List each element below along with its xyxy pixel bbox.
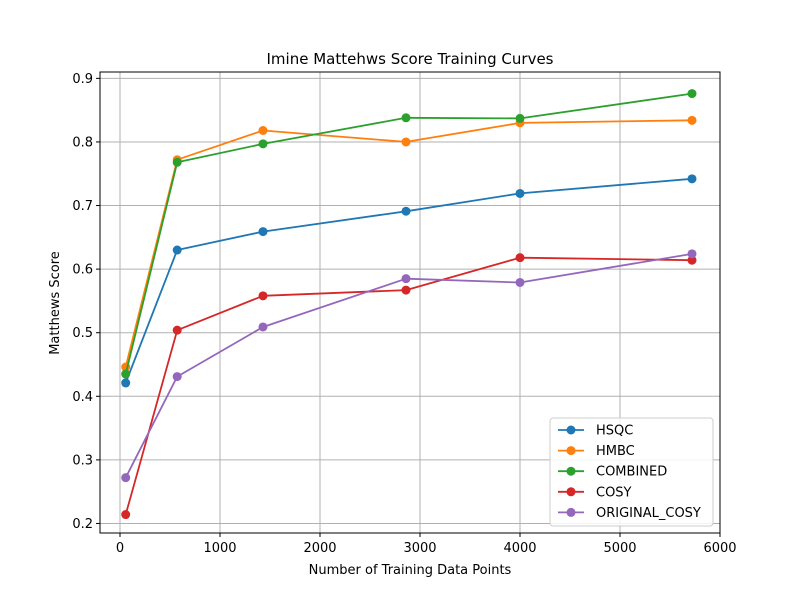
data-point-original-cosy xyxy=(121,473,131,483)
data-point-original-cosy xyxy=(258,322,268,332)
y-axis-label: Matthews Score xyxy=(48,251,63,355)
series-combined xyxy=(121,89,697,379)
data-point-combined xyxy=(687,89,697,99)
data-point-original-cosy xyxy=(687,249,697,259)
x-tick-label: 0 xyxy=(116,541,124,556)
data-point-cosy xyxy=(121,510,131,520)
x-tick-label: 2000 xyxy=(303,541,336,556)
legend-marker xyxy=(566,425,576,435)
series-line-original-cosy xyxy=(124,253,693,479)
series-line-cosy xyxy=(124,256,693,515)
data-point-hsqc xyxy=(515,188,525,198)
legend-item-original-cosy: ORIGINAL_COSY xyxy=(558,506,701,521)
y-axis-ticks: 0.2 0.3 0.4 0.5 0.6 0.7 0.8 0.9 xyxy=(72,72,100,532)
data-point-cosy xyxy=(515,253,525,263)
series-cosy xyxy=(121,253,697,520)
data-point-combined xyxy=(121,369,131,379)
legend-marker xyxy=(566,466,576,476)
plot-frame xyxy=(99,71,721,534)
data-point-cosy xyxy=(401,285,411,295)
legend-frame xyxy=(549,417,714,527)
legend-marker xyxy=(566,507,576,517)
data-point-hsqc xyxy=(121,378,131,388)
series-original-cosy xyxy=(121,249,697,483)
data-point-original-cosy xyxy=(401,274,411,284)
data-point-combined xyxy=(515,113,525,123)
legend-marker xyxy=(566,446,576,456)
x-tick-label: 6000 xyxy=(703,541,736,556)
data-point-combined xyxy=(258,139,268,149)
data-point-hsqc xyxy=(258,227,268,237)
series-line-combined xyxy=(124,92,693,375)
legend-item-hsqc: HSQC xyxy=(558,424,633,439)
y-tick-label: 0.7 xyxy=(72,199,93,214)
series-group xyxy=(121,89,697,520)
data-point-hsqc xyxy=(172,245,182,255)
data-point-hsqc xyxy=(401,206,411,216)
data-point-combined xyxy=(401,113,411,123)
legend-label: HSQC xyxy=(596,424,633,439)
data-point-hmbc xyxy=(687,115,697,125)
data-point-original-cosy xyxy=(515,277,525,287)
x-axis-label: Number of Training Data Points xyxy=(309,563,512,578)
x-tick-label: 3000 xyxy=(403,541,436,556)
y-tick-label: 0.2 xyxy=(72,517,93,532)
x-tick-label: 1000 xyxy=(203,541,236,556)
legend-label: COSY xyxy=(596,485,632,500)
data-point-original-cosy xyxy=(172,372,182,382)
chart-title: Imine Mattehws Score Training Curves xyxy=(267,50,554,68)
y-tick-label: 0.9 xyxy=(72,72,93,87)
data-point-hmbc xyxy=(258,125,268,135)
legend-label: COMBINED xyxy=(596,465,667,480)
data-point-cosy xyxy=(172,325,182,335)
data-point-cosy xyxy=(258,291,268,301)
series-hsqc xyxy=(121,174,697,388)
y-tick-label: 0.3 xyxy=(72,453,93,468)
legend-item-hmbc: HMBC xyxy=(558,444,635,459)
x-tick-label: 5000 xyxy=(603,541,636,556)
y-tick-label: 0.8 xyxy=(72,135,93,150)
x-axis-ticks: 0 1000 2000 3000 4000 5000 6000 xyxy=(116,533,737,556)
legend-label: ORIGINAL_COSY xyxy=(596,506,701,521)
legend-label: HMBC xyxy=(596,444,635,459)
y-tick-label: 0.6 xyxy=(72,263,93,278)
legend: HSQC HMBC COMBINED COSY ORIGINAL_COSY xyxy=(549,417,714,527)
data-point-hmbc xyxy=(401,137,411,147)
y-tick-label: 0.4 xyxy=(72,390,93,405)
legend-item-combined: COMBINED xyxy=(558,465,667,480)
data-point-combined xyxy=(172,157,182,167)
data-point-cosy xyxy=(687,255,697,265)
y-tick-label: 0.5 xyxy=(72,326,93,341)
legend-marker xyxy=(566,487,576,497)
series-line-hsqc xyxy=(124,177,693,384)
x-tick-label: 4000 xyxy=(503,541,536,556)
data-point-hsqc xyxy=(687,174,697,184)
legend-item-cosy: COSY xyxy=(558,485,632,500)
